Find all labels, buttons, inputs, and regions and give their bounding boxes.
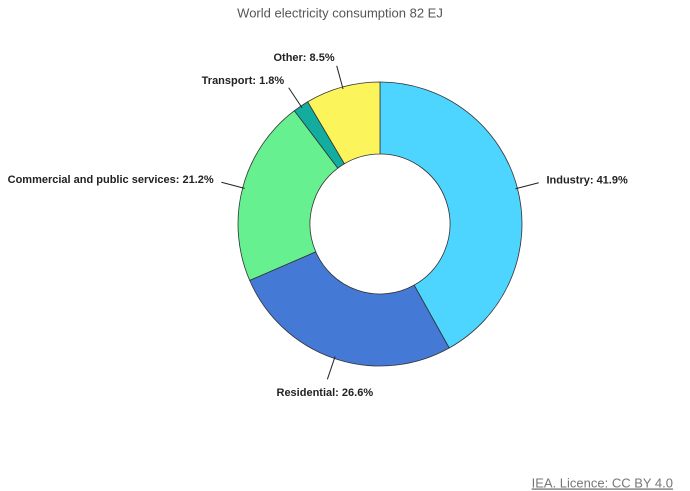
pie-slice	[249, 251, 450, 367]
leader-line	[515, 182, 539, 190]
pie-slice	[237, 110, 339, 281]
leader-line	[326, 356, 336, 380]
leader-line	[221, 181, 245, 189]
data-label: Other: 8.5%	[273, 52, 334, 64]
leader-line	[288, 87, 303, 108]
data-label: Commercial and public services: 21.2%	[8, 174, 214, 186]
data-label: Residential: 26.6%	[277, 387, 374, 399]
data-label: Industry: 41.9%	[546, 175, 628, 187]
pie-slice	[307, 81, 381, 165]
source-link[interactable]: IEA. Licence: CC BY 4.0	[532, 475, 673, 490]
chart-title: World electricity consumption 82 EJ	[237, 5, 443, 20]
pie-slice	[379, 81, 523, 349]
data-label: Transport: 1.8%	[202, 75, 285, 87]
leader-line	[336, 65, 344, 90]
